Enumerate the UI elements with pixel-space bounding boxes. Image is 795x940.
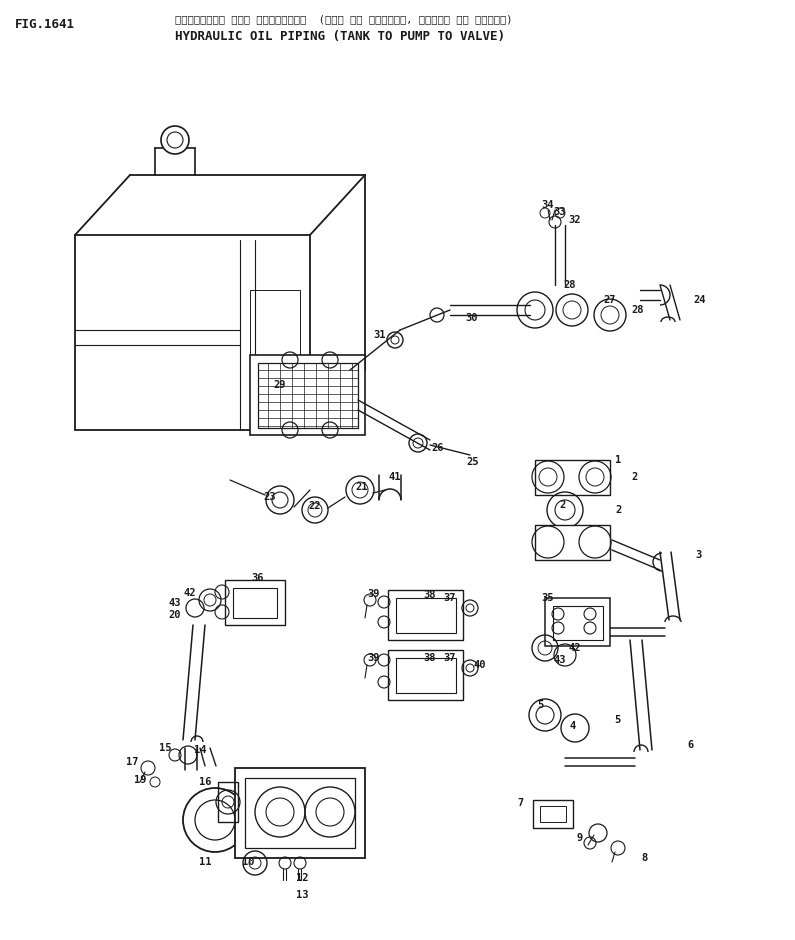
- Text: 26: 26: [432, 443, 444, 453]
- Text: 1: 1: [615, 455, 621, 465]
- Text: 7: 7: [517, 798, 523, 808]
- Text: 33: 33: [554, 207, 566, 217]
- Text: 43: 43: [554, 655, 566, 665]
- Text: 16: 16: [199, 777, 211, 787]
- Text: 37: 37: [444, 653, 456, 663]
- Bar: [388, 650, 463, 700]
- Bar: [258, 363, 358, 428]
- Text: 3: 3: [695, 550, 701, 560]
- Text: 28: 28: [564, 280, 576, 290]
- Text: 25: 25: [467, 457, 479, 467]
- Bar: [545, 598, 610, 646]
- Text: 4: 4: [570, 721, 576, 731]
- Bar: [245, 778, 355, 848]
- Text: 2: 2: [632, 472, 638, 482]
- Text: 39: 39: [368, 589, 380, 599]
- Text: 40: 40: [474, 660, 487, 670]
- Text: 42: 42: [568, 643, 581, 653]
- Text: 43: 43: [169, 598, 181, 608]
- Bar: [250, 290, 300, 370]
- Bar: [225, 580, 285, 625]
- Bar: [533, 800, 573, 828]
- Text: 6: 6: [687, 740, 693, 750]
- Text: 37: 37: [444, 593, 456, 603]
- Text: 15: 15: [159, 743, 171, 753]
- Text: 31: 31: [374, 330, 386, 340]
- Text: 5: 5: [614, 715, 620, 725]
- Text: 12: 12: [296, 873, 308, 883]
- Bar: [233, 588, 277, 618]
- Text: HYDRAULIC OIL PIPING (TANK TO PUMP TO VALVE): HYDRAULIC OIL PIPING (TANK TO PUMP TO VA…: [175, 30, 505, 43]
- Text: 11: 11: [199, 857, 211, 867]
- Text: 13: 13: [296, 890, 308, 900]
- Text: 22: 22: [308, 501, 321, 511]
- Text: 20: 20: [169, 610, 181, 620]
- Bar: [540, 806, 566, 822]
- Text: 2: 2: [559, 500, 565, 510]
- Bar: [396, 598, 456, 633]
- Text: 9: 9: [577, 833, 583, 843]
- Text: 8: 8: [642, 853, 648, 863]
- Circle shape: [161, 126, 189, 154]
- Circle shape: [183, 788, 247, 852]
- Text: 29: 29: [273, 380, 286, 390]
- Text: 10: 10: [242, 857, 254, 867]
- Text: 28: 28: [632, 305, 644, 315]
- Text: 34: 34: [541, 200, 554, 210]
- Text: 27: 27: [603, 295, 616, 305]
- Text: 41: 41: [389, 472, 401, 482]
- Bar: [396, 658, 456, 693]
- Text: 21: 21: [355, 482, 368, 492]
- Bar: [535, 525, 610, 560]
- Text: 14: 14: [194, 745, 206, 755]
- Text: 36: 36: [252, 573, 264, 583]
- Bar: [535, 460, 610, 495]
- Bar: [218, 782, 238, 822]
- Text: 24: 24: [694, 295, 706, 305]
- Text: 19: 19: [134, 775, 146, 785]
- Text: 38: 38: [424, 653, 436, 663]
- Text: 32: 32: [568, 215, 581, 225]
- Bar: [388, 590, 463, 640]
- Text: 35: 35: [541, 593, 554, 603]
- Text: FIG.1641: FIG.1641: [15, 18, 75, 31]
- Bar: [553, 606, 603, 640]
- Text: 2: 2: [615, 505, 621, 515]
- Text: 23: 23: [264, 492, 276, 502]
- Text: 38: 38: [424, 590, 436, 600]
- Text: ハイド・ロリック オイル バイビング  (タンク から ポンブ・, ポンブ から バルブ): ハイド・ロリック オイル バイビング (タンク から ポンブ・, ポ…: [175, 14, 513, 24]
- Text: 39: 39: [368, 653, 380, 663]
- Text: 5: 5: [537, 700, 543, 710]
- Text: 17: 17: [126, 757, 138, 767]
- Text: 30: 30: [466, 313, 479, 323]
- Bar: [235, 768, 365, 858]
- Text: 42: 42: [184, 588, 196, 598]
- Bar: [250, 355, 365, 435]
